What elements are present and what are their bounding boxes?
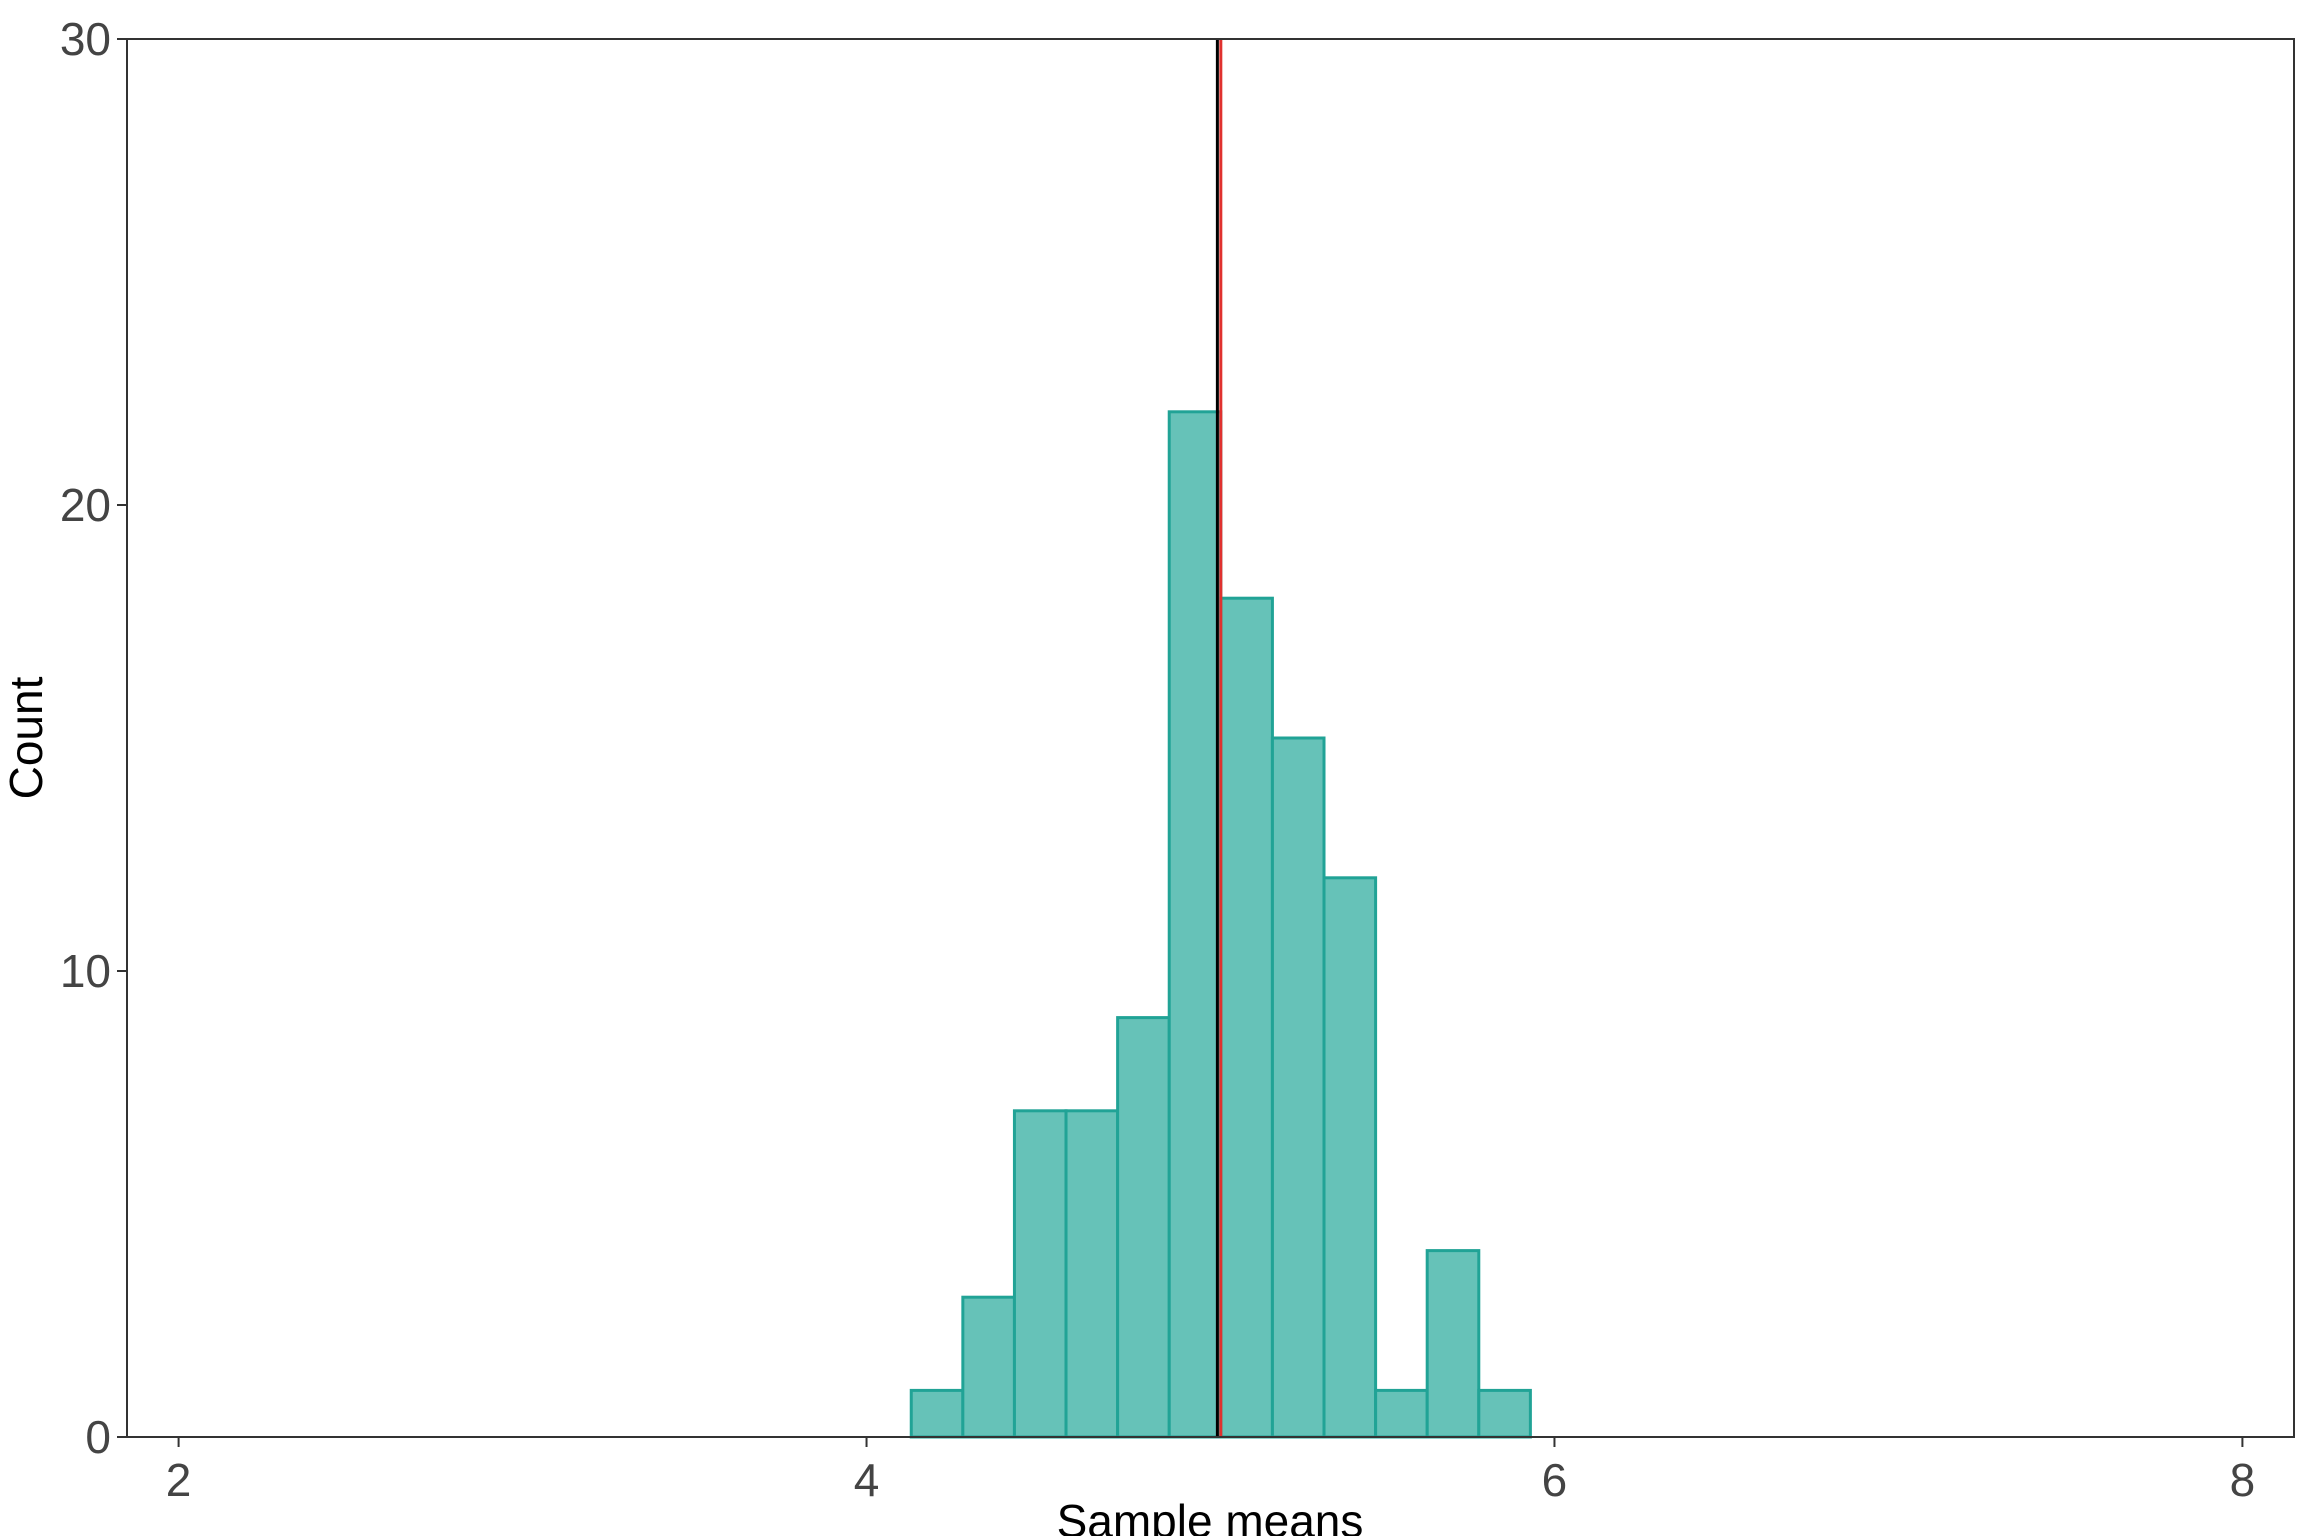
histogram-bar-7 [1219,596,1274,1439]
histogram-bar-6 [1167,410,1223,1439]
y-tick-label: 20 [60,479,111,531]
histogram-bar-11 [1425,1249,1481,1439]
histogram-bars [909,410,1532,1439]
x-tick-label: 6 [1542,1454,1568,1506]
histogram-bar-3 [1012,1109,1068,1439]
y-axis: 0 10 20 30 [60,13,127,1463]
y-tick-label: 30 [60,13,111,65]
y-axis-title: Count [0,676,52,799]
y-tick-label: 10 [60,945,111,997]
histogram-bar-9 [1322,876,1378,1439]
histogram-bar-8 [1270,736,1326,1439]
histogram-bar-12 [1477,1388,1532,1439]
histogram-bar-10 [1374,1388,1429,1439]
y-tick-label: 0 [85,1411,111,1463]
x-axis: 2 4 6 8 [166,1437,2255,1506]
histogram-bar-4 [1064,1109,1120,1439]
x-tick-label: 8 [2230,1454,2256,1506]
reference-lines [1215,39,1223,1437]
histogram-bar-2 [961,1295,1016,1439]
x-tick-label: 2 [166,1454,192,1506]
histogram-bar-5 [1116,1016,1171,1439]
x-tick-label: 4 [854,1454,880,1506]
x-axis-title: Sample means [1057,1495,1364,1536]
histogram-bar-1 [909,1388,965,1439]
plot-panel-border [126,38,2295,1438]
